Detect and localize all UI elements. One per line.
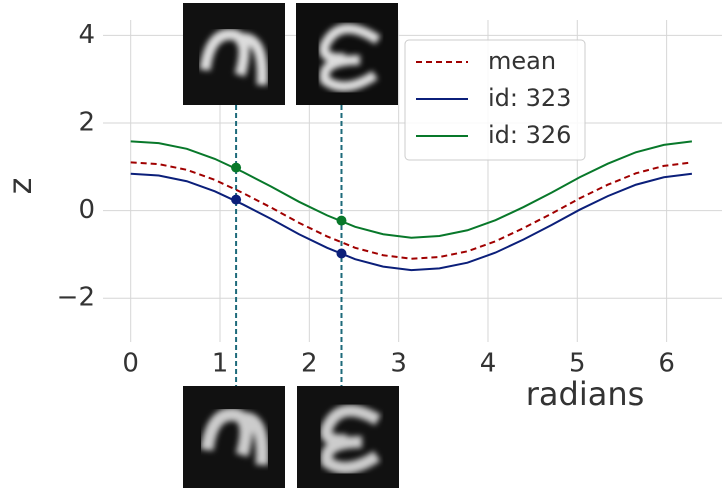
thumbnail	[296, 3, 398, 105]
thumbnail	[297, 386, 399, 488]
legend-label: id: 326	[488, 121, 571, 149]
legend-label: id: 323	[488, 84, 571, 112]
series-line	[130, 172, 693, 272]
thumbnail	[183, 3, 285, 105]
x-tick-label: 5	[569, 349, 586, 379]
y-tick-label: 2	[78, 107, 95, 137]
y-tick-label: 4	[78, 20, 95, 50]
y-axis-label: z	[1, 178, 39, 195]
x-tick-label: 3	[390, 349, 407, 379]
y-tick-label: 0	[78, 195, 95, 225]
x-axis-label: radians	[526, 375, 645, 413]
x-tick-label: 2	[301, 349, 318, 379]
x-tick-label: 0	[122, 349, 139, 379]
legend: mean id: 323 id: 326	[404, 39, 586, 161]
series-line	[130, 161, 693, 260]
legend-box	[404, 39, 586, 161]
series-line	[130, 140, 693, 239]
x-tick-label: 4	[480, 349, 497, 379]
point-marker	[231, 194, 242, 205]
legend-label: mean	[488, 47, 556, 75]
x-tick-label: 6	[658, 349, 675, 379]
point-marker	[336, 248, 347, 259]
y-tick-label: −2	[57, 283, 95, 313]
thumbnails	[183, 3, 399, 488]
x-tick-label: 1	[212, 349, 229, 379]
point-marker	[336, 215, 347, 226]
point-marker	[231, 162, 242, 173]
thumbnail	[183, 386, 285, 488]
